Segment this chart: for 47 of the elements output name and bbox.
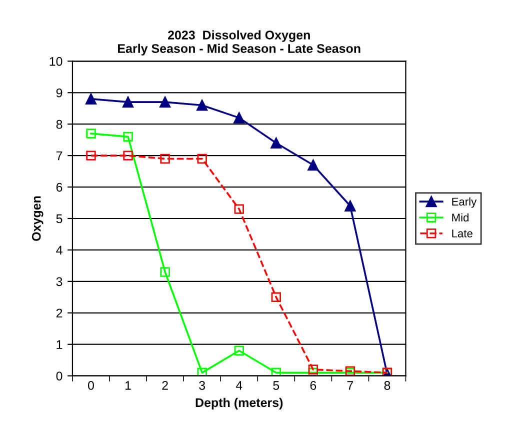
point — [159, 96, 171, 108]
point — [86, 128, 96, 138]
point — [85, 93, 97, 104]
point — [271, 292, 281, 302]
y-tick-label: 0 — [56, 372, 62, 380]
point — [122, 96, 134, 108]
y-tick-label: 8 — [56, 120, 62, 129]
point — [344, 200, 356, 212]
x-tick-label: 4 — [236, 381, 242, 390]
x-tick-label: 3 — [199, 381, 206, 390]
point — [123, 132, 133, 142]
point — [160, 154, 170, 164]
y-tick-label: 1 — [56, 340, 62, 349]
x-axis-title: Depth (meters) — [196, 398, 283, 410]
y-tick-label: 9 — [56, 88, 62, 98]
x-tick-label: 5 — [273, 381, 280, 390]
legend-label: Early — [452, 197, 477, 208]
x-tick-label: 7 — [347, 381, 354, 390]
y-tick-label: 7 — [56, 152, 62, 160]
point — [197, 368, 207, 376]
x-tick-label: 6 — [310, 381, 316, 390]
point — [308, 364, 318, 374]
y-tick-label: 2 — [56, 308, 62, 318]
point — [234, 204, 244, 214]
chart-title: 2023 Dissolved Oxygen Early Season - Mid Season - Late Season — [118, 30, 360, 56]
point — [196, 100, 208, 111]
x-tick-label: 2 — [162, 381, 168, 390]
point — [160, 267, 170, 277]
point — [308, 159, 319, 171]
legend-label: Mid — [452, 213, 468, 222]
x-tick-label: 1 — [125, 381, 131, 390]
point — [197, 154, 207, 164]
point — [234, 346, 244, 356]
y-axis-title: Oxygen — [32, 196, 44, 241]
point — [86, 150, 96, 160]
y-tick-label: 4 — [56, 246, 62, 254]
y-tick-label: 6 — [56, 182, 62, 192]
y-tick-label: 3 — [56, 277, 62, 286]
point — [270, 137, 282, 149]
legend-label: Late — [452, 230, 472, 238]
y-tick-label: 10 — [50, 56, 62, 66]
y-tick-label: 5 — [56, 214, 62, 224]
x-tick-label: 8 — [384, 381, 390, 390]
x-tick-label: 0 — [88, 381, 94, 390]
point — [123, 150, 133, 160]
point — [234, 112, 245, 124]
point — [271, 368, 281, 376]
